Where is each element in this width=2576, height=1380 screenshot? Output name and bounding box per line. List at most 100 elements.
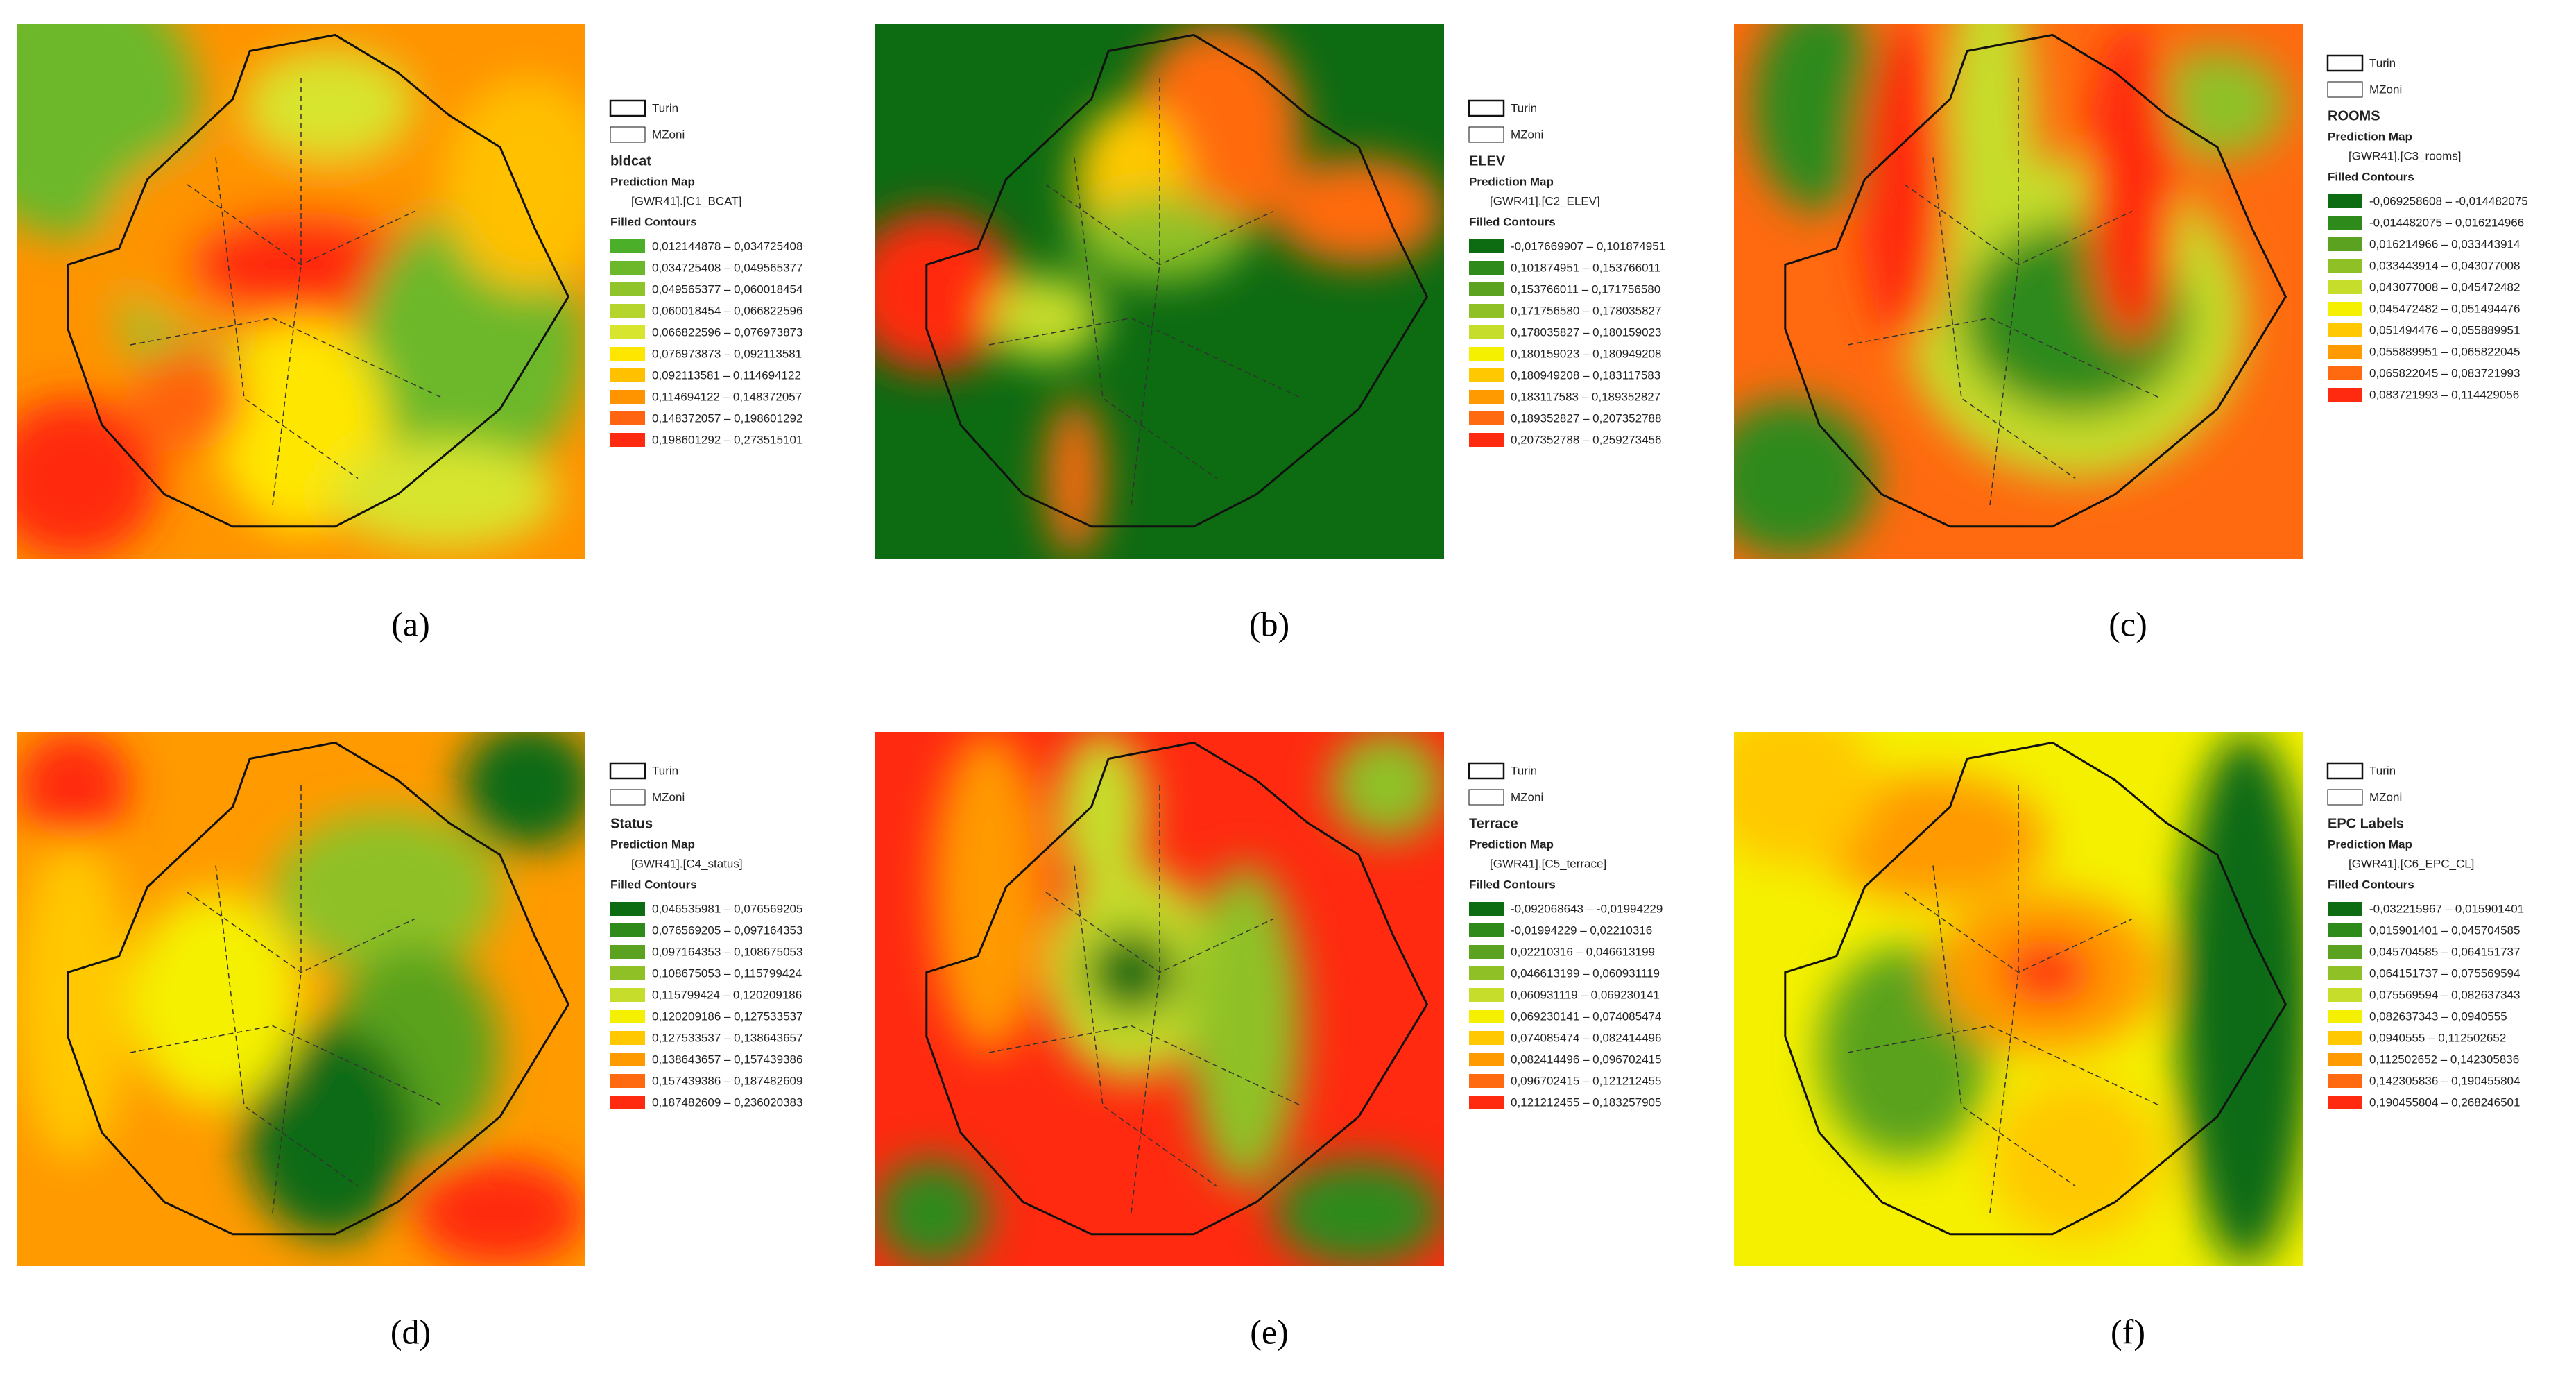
district-line bbox=[130, 1025, 444, 1107]
city-boundary bbox=[925, 33, 1429, 528]
legend-class-label: 0,075569594 – 0,082637343 bbox=[2369, 988, 2520, 1001]
contour-zone bbox=[1057, 732, 1149, 892]
legend-class-swatch bbox=[610, 411, 645, 425]
legend-class-swatch bbox=[1469, 411, 1504, 425]
legend-layer-name: Status bbox=[610, 816, 653, 831]
legend-class-label: 0,0940555 – 0,112502652 bbox=[2369, 1031, 2506, 1044]
legend-boundary-swatch bbox=[610, 789, 646, 806]
legend-renderer: Filled Contours bbox=[610, 215, 697, 228]
contour-zone bbox=[443, 78, 585, 291]
legend-class-swatch bbox=[1469, 390, 1504, 404]
legend-class-label: 0,065822045 – 0,083721993 bbox=[2369, 366, 2520, 380]
legend-class-swatch bbox=[610, 368, 645, 382]
legend-class-label: 0,076569205 – 0,097164353 bbox=[652, 923, 802, 937]
legend-class-swatch bbox=[610, 1053, 645, 1066]
legend-class-swatch bbox=[2328, 302, 2362, 316]
legend-class-swatch bbox=[2328, 988, 2362, 1002]
legend-boundary-label: MZoni bbox=[652, 128, 685, 141]
legend-prediction: Prediction Map bbox=[2328, 837, 2412, 851]
legend-class-label: 0,092113581 – 0,114694122 bbox=[652, 368, 801, 382]
district-line bbox=[215, 157, 359, 479]
district-line bbox=[130, 317, 444, 399]
contour-zone bbox=[1330, 732, 1444, 839]
legend-class-label: 0,178035827 – 0,180159023 bbox=[1511, 325, 1661, 339]
map bbox=[1734, 24, 2303, 559]
city-boundary bbox=[1784, 741, 2287, 1236]
legend-class-label: 0,180159023 – 0,180949208 bbox=[1511, 347, 1661, 360]
legend-class-swatch bbox=[2328, 966, 2362, 980]
legend-boundary-label: MZoni bbox=[652, 790, 685, 803]
city-boundary bbox=[67, 741, 570, 1236]
contour-layer bbox=[875, 732, 1444, 1266]
contour-zone bbox=[460, 732, 585, 850]
legend-class-label: 0,097164353 – 0,108675053 bbox=[652, 945, 802, 958]
legend-class-swatch bbox=[1469, 282, 1504, 296]
legend-class-label: 0,016214966 – 0,033443914 bbox=[2369, 237, 2520, 250]
legend-class-swatch bbox=[2328, 1031, 2362, 1045]
legend-class-label: 0,069230141 – 0,074085474 bbox=[1511, 1010, 1661, 1023]
legend-class-swatch bbox=[1469, 1074, 1504, 1088]
contour-zone bbox=[329, 441, 557, 548]
legend-class-swatch bbox=[1469, 261, 1504, 275]
legend-class-label: 0,108675053 – 0,115799424 bbox=[652, 966, 802, 980]
contour-zone bbox=[2086, 24, 2178, 345]
district-line bbox=[1904, 892, 2133, 973]
legend-class-swatch bbox=[2328, 1074, 2362, 1088]
contour-zone bbox=[244, 51, 415, 158]
legend-layer-name: Terrace bbox=[1469, 816, 1518, 831]
legend-class-label: 0,046613199 – 0,060931119 bbox=[1511, 966, 1660, 980]
legend-class-label: 0,02210316 – 0,046613199 bbox=[1511, 945, 1655, 958]
legend-class-swatch bbox=[1469, 325, 1504, 339]
legend-class-label: 0,033443914 – 0,043077008 bbox=[2369, 259, 2520, 272]
legend-class-swatch bbox=[2328, 902, 2362, 916]
legend-class-swatch bbox=[610, 1074, 645, 1088]
legend-class-swatch bbox=[1469, 988, 1504, 1002]
legend-class-label: 0,190455804 – 0,268246501 bbox=[2369, 1096, 2520, 1109]
contour-zone bbox=[244, 1025, 415, 1240]
contour-zone bbox=[1085, 929, 1177, 1016]
district-line bbox=[1045, 892, 1274, 973]
legend-boundary-label: MZoni bbox=[1511, 790, 1543, 803]
legend-class-swatch bbox=[1469, 902, 1504, 916]
district-line bbox=[988, 317, 1303, 399]
legend-class-label: -0,069258608 – -0,014482075 bbox=[2369, 194, 2528, 207]
legend-layer-name: bldcat bbox=[610, 153, 651, 169]
contour-zone bbox=[130, 345, 244, 452]
contour-zone bbox=[415, 1159, 585, 1266]
legend-boundary-label: MZoni bbox=[2369, 83, 2402, 96]
panel-caption: (e) bbox=[1250, 1312, 1289, 1351]
contour-zone bbox=[1273, 157, 1444, 265]
legend-class-swatch bbox=[610, 261, 645, 275]
legend-class-label: 0,138643657 – 0,157439386 bbox=[652, 1053, 802, 1066]
legend-class-label: 0,207352788 – 0,259273456 bbox=[1511, 433, 1661, 446]
legend-class-label: 0,127533537 – 0,138643657 bbox=[652, 1031, 802, 1044]
contour-zone bbox=[1046, 398, 1103, 559]
legend-prediction: Prediction Map bbox=[610, 837, 695, 851]
contour-zone bbox=[2177, 732, 2303, 1266]
city-boundary bbox=[67, 33, 570, 528]
legend-class-label: 0,189352827 – 0,207352788 bbox=[1511, 411, 1661, 425]
contour-layer bbox=[1734, 732, 2303, 1266]
legend-boundary-label: MZoni bbox=[1511, 128, 1543, 141]
contour-zone bbox=[1074, 195, 1245, 281]
legend-renderer: Filled Contours bbox=[1469, 215, 1556, 228]
map bbox=[17, 24, 585, 559]
district-line bbox=[215, 865, 359, 1187]
legend-class-label: 0,082414496 – 0,096702415 bbox=[1511, 1053, 1661, 1066]
legend-class-swatch bbox=[610, 923, 645, 937]
contour-zone bbox=[17, 839, 130, 1159]
legend-class-swatch bbox=[1469, 1096, 1504, 1109]
legend-class-swatch bbox=[2328, 280, 2362, 294]
legend-class-swatch bbox=[1469, 966, 1504, 980]
legend-class-swatch bbox=[1469, 347, 1504, 361]
legend-class-swatch bbox=[2328, 345, 2362, 359]
legend-field: [GWR41].[C6_EPC_CL] bbox=[2349, 857, 2474, 870]
legend-class-swatch bbox=[2328, 259, 2362, 273]
legend-class-swatch bbox=[2328, 216, 2362, 230]
legend-field: [GWR41].[C2_ELEV] bbox=[1490, 194, 1600, 207]
legend-class-swatch bbox=[2328, 323, 2362, 337]
legend-class-label: 0,157439386 – 0,187482609 bbox=[652, 1074, 802, 1087]
legend-field: [GWR41].[C4_status] bbox=[631, 857, 743, 870]
contour-zone bbox=[17, 732, 130, 839]
